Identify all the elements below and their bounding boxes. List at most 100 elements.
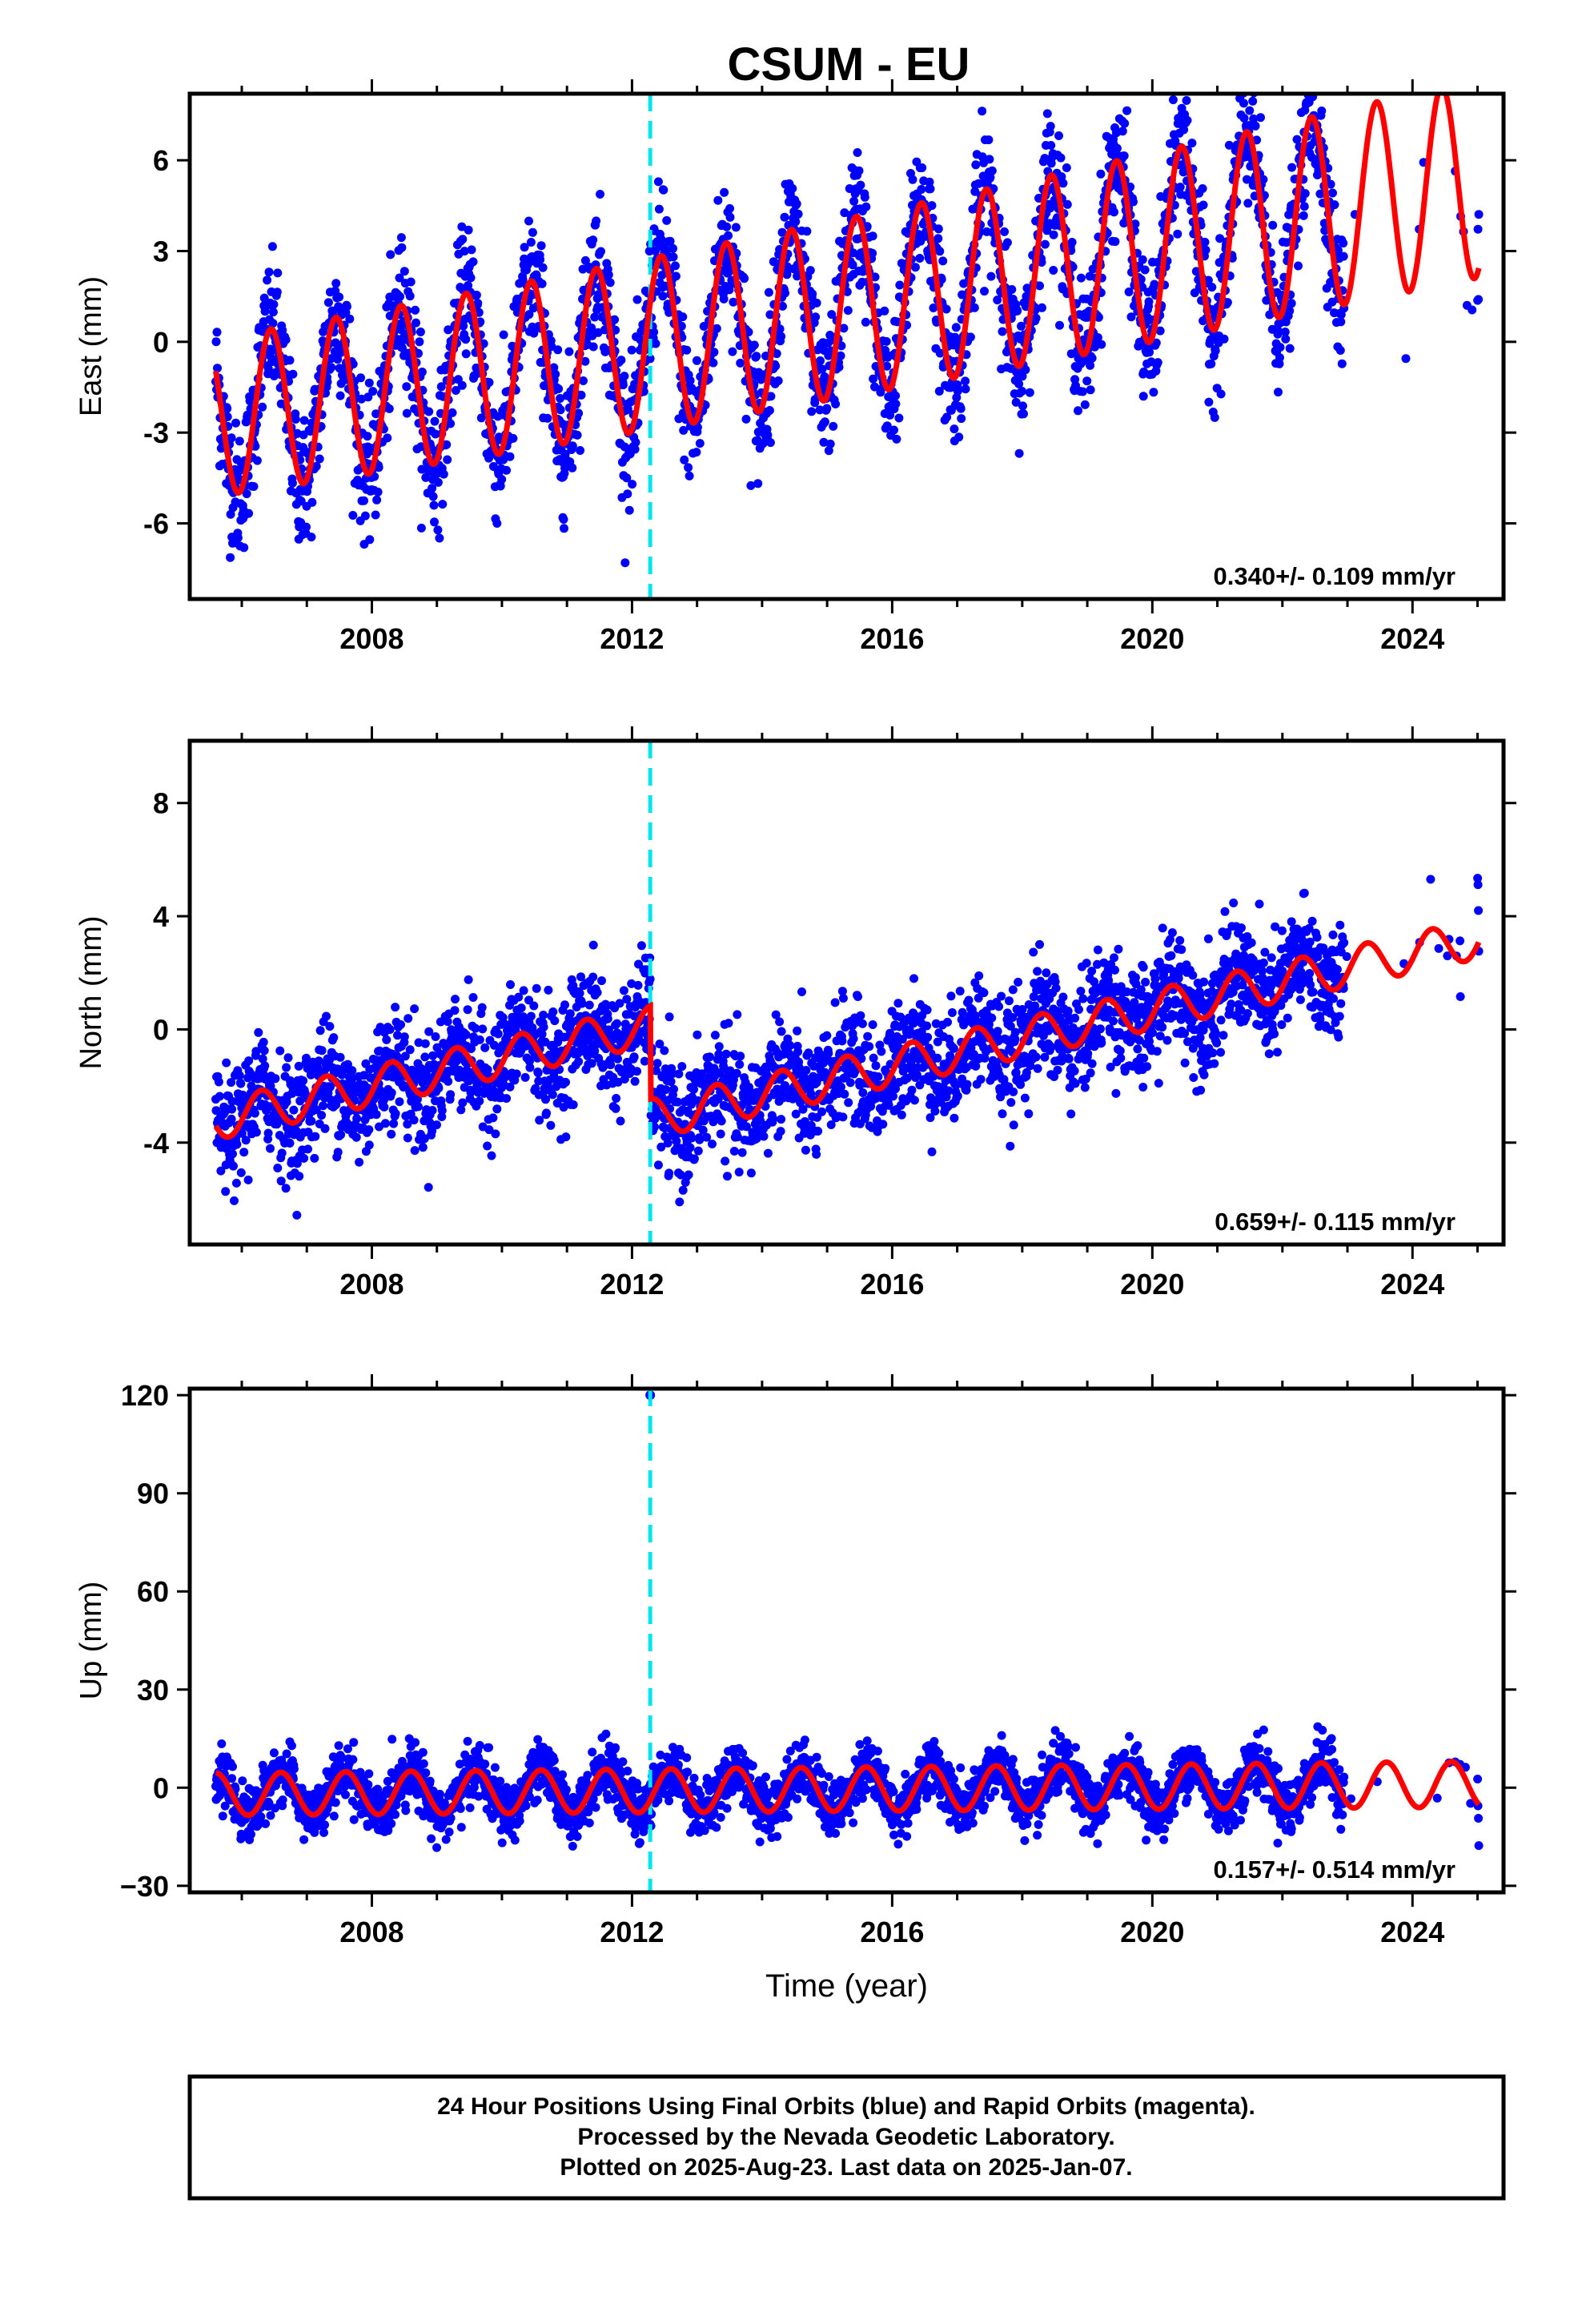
data-point [792,199,801,208]
data-point [838,1112,848,1122]
data-point [956,404,966,413]
data-point [1019,409,1028,419]
data-point [526,238,536,247]
data-point [922,1021,932,1031]
data-point [1473,224,1483,234]
data-point [232,1140,242,1149]
data-point [403,1120,412,1129]
data-point [645,975,655,984]
data-point [979,988,989,998]
data-point [699,322,709,331]
data-point [824,446,833,456]
data-point [849,196,859,206]
data-point [597,976,606,986]
data-point [478,1024,488,1034]
data-point [740,274,749,283]
data-point [460,247,469,256]
data-point [678,1185,688,1195]
data-point [949,1043,958,1053]
data-point [227,1114,236,1124]
data-point [1280,328,1290,336]
data-point [282,1063,291,1072]
data-point [671,261,680,271]
data-point [357,394,366,404]
data-point [329,1033,339,1043]
data-point [1062,199,1072,209]
data-point [1078,387,1087,396]
data-point [336,1130,346,1140]
data-point [708,1140,717,1148]
data-point [777,1115,786,1124]
data-point [439,469,448,479]
data-point [565,1009,575,1019]
data-point [801,1066,811,1075]
data-point [475,1035,484,1044]
data-point [710,1031,720,1040]
data-point [616,1116,625,1126]
data-point [705,1052,714,1062]
data-point [1308,56,1317,65]
data-point [926,1113,935,1123]
data-point [532,983,541,993]
data-point [295,1096,305,1106]
data-point [428,1126,437,1136]
data-point [689,1084,698,1094]
data-point [610,315,620,324]
data-point [693,1146,703,1156]
data-point [444,325,453,335]
data-point [733,1010,742,1019]
data-point [829,421,838,431]
data-point [416,523,426,533]
data-point [214,1077,223,1087]
data-point [817,364,827,374]
data-points [211,56,1484,568]
data-point [1326,179,1335,189]
data-point [658,292,668,301]
data-point [721,1156,730,1166]
data-point [272,287,282,297]
data-point [1130,219,1140,229]
data-point [431,1032,440,1041]
data-point [251,1047,261,1056]
data-point [529,328,539,338]
data-point [1006,1141,1015,1151]
data-point [613,1054,622,1063]
data-point [894,413,904,423]
data-point [464,225,473,235]
data-point [412,318,420,328]
data-point [917,1011,927,1020]
data-point [1179,125,1189,135]
data-point [692,356,701,365]
data-point [216,1166,226,1176]
data-point [1207,359,1216,368]
data-point [836,351,845,360]
data-point [1268,220,1278,230]
data-point [822,404,832,413]
data-point [1076,273,1086,283]
data-point [1337,359,1347,368]
data-point [456,1105,466,1115]
data-point [413,1095,422,1104]
data-point [335,292,344,302]
data-point [1074,406,1082,416]
data-point [402,382,412,392]
data-point [417,368,427,376]
data-point [283,1053,293,1063]
data-point [604,270,613,279]
data-point [970,1011,980,1020]
data-point [444,1076,453,1086]
data-point [244,509,254,518]
data-point [386,250,396,259]
data-point [627,345,636,355]
data-point [502,465,512,475]
data-point [484,1125,494,1135]
data-point [1040,154,1050,163]
data-point [735,1059,745,1069]
data-point [725,203,734,213]
data-point [1000,227,1009,236]
data-point [603,1014,612,1023]
data-point [986,271,996,281]
data-point [677,321,686,331]
data-point [651,339,661,348]
